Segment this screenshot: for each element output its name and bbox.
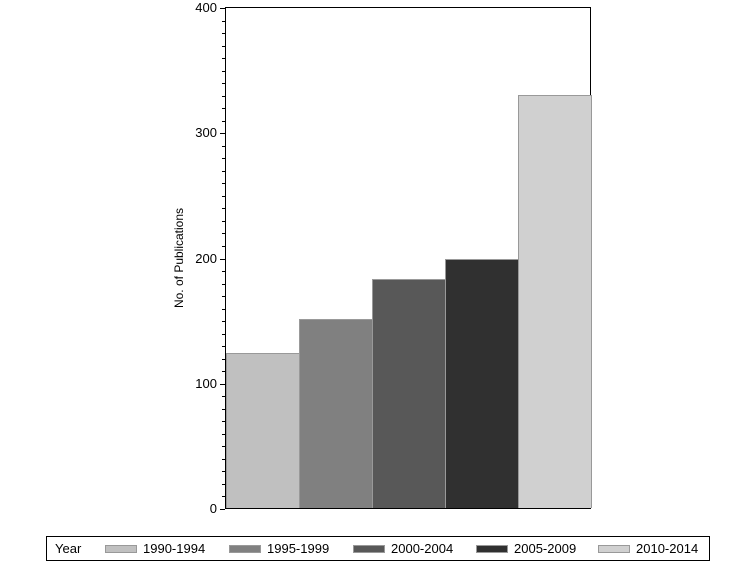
legend-swatch xyxy=(353,544,385,553)
minor-tick xyxy=(222,221,225,222)
minor-tick xyxy=(222,409,225,410)
minor-tick xyxy=(222,58,225,59)
legend-label: 2010-2014 xyxy=(636,541,699,556)
minor-tick xyxy=(222,459,225,460)
minor-tick xyxy=(222,233,225,234)
major-tick xyxy=(220,509,225,510)
bar-1990-1994 xyxy=(226,352,300,508)
y-tick-label: 0 xyxy=(209,501,217,516)
major-tick xyxy=(220,133,225,134)
legend-swatch xyxy=(598,544,630,553)
minor-tick xyxy=(222,96,225,97)
minor-tick xyxy=(222,359,225,360)
major-tick xyxy=(220,384,225,385)
major-tick xyxy=(220,259,225,260)
legend-label: 2005-2009 xyxy=(514,541,577,556)
minor-tick xyxy=(222,21,225,22)
y-tick-label: 100 xyxy=(195,376,217,391)
minor-tick xyxy=(222,121,225,122)
y-tick-label: 200 xyxy=(195,251,217,266)
legend-item-2010-2014: 2010-2014 xyxy=(598,541,698,556)
minor-tick xyxy=(222,33,225,34)
minor-tick xyxy=(222,371,225,372)
legend-swatch xyxy=(229,544,261,553)
minor-tick xyxy=(222,46,225,47)
y-tick-label: 300 xyxy=(195,125,217,140)
minor-tick xyxy=(222,421,225,422)
minor-tick xyxy=(222,334,225,335)
minor-tick xyxy=(222,158,225,159)
minor-tick xyxy=(222,83,225,84)
legend: Year 1990-1994 1995-1999 2000-2004 2005-… xyxy=(46,536,710,561)
minor-tick xyxy=(222,396,225,397)
minor-tick xyxy=(222,196,225,197)
minor-tick xyxy=(222,171,225,172)
minor-tick xyxy=(222,346,225,347)
legend-label: 2000-2004 xyxy=(391,541,454,556)
legend-label: 1995-1999 xyxy=(267,541,330,556)
minor-tick xyxy=(222,284,225,285)
minor-tick xyxy=(222,71,225,72)
minor-tick xyxy=(222,146,225,147)
y-tick-label: 400 xyxy=(195,0,217,15)
minor-tick xyxy=(222,471,225,472)
bar-1995-1999 xyxy=(299,318,373,508)
minor-tick xyxy=(222,183,225,184)
legend-item-2000-2004: 2000-2004 xyxy=(353,541,453,556)
minor-tick xyxy=(222,496,225,497)
minor-tick xyxy=(222,484,225,485)
legend-swatch xyxy=(105,544,137,553)
minor-tick xyxy=(222,246,225,247)
minor-tick xyxy=(222,271,225,272)
legend-title: Year xyxy=(55,541,82,556)
legend-item-1990-1994: 1990-1994 xyxy=(105,541,205,556)
minor-tick xyxy=(222,208,225,209)
plot-area xyxy=(225,7,592,509)
minor-tick xyxy=(222,108,225,109)
legend-swatch xyxy=(476,544,508,553)
legend-item-2005-2009: 2005-2009 xyxy=(476,541,576,556)
bar-2005-2009 xyxy=(445,258,519,508)
minor-tick xyxy=(222,446,225,447)
minor-tick xyxy=(222,321,225,322)
minor-tick xyxy=(222,296,225,297)
bar-2000-2004 xyxy=(372,278,446,508)
minor-tick xyxy=(222,309,225,310)
major-tick xyxy=(220,8,225,9)
minor-tick xyxy=(222,434,225,435)
legend-item-1995-1999: 1995-1999 xyxy=(229,541,329,556)
bar-2010-2014 xyxy=(518,94,592,508)
legend-label: 1990-1994 xyxy=(143,541,206,556)
